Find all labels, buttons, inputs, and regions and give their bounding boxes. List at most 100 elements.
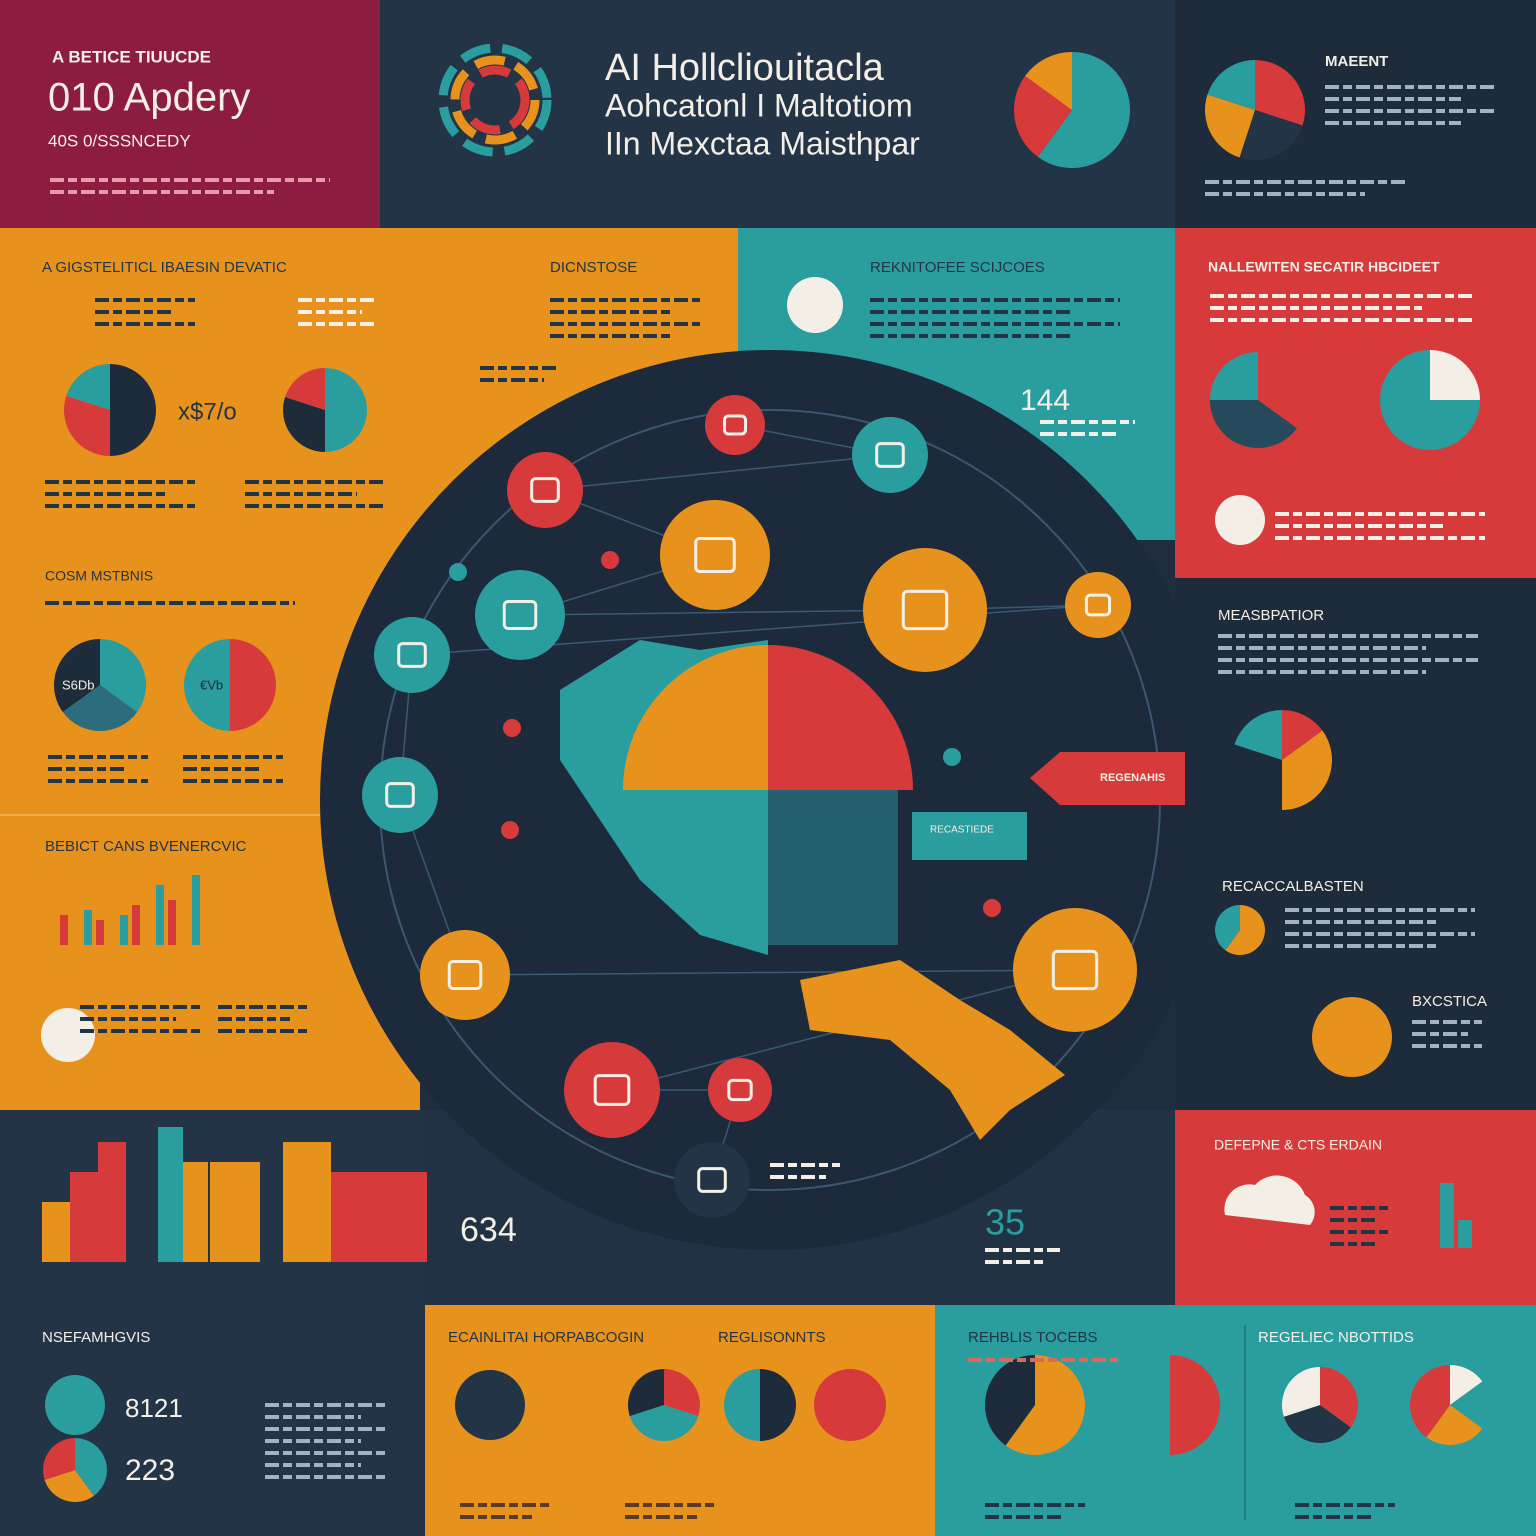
- label: €Vb: [200, 677, 223, 692]
- icon-glyph: [447, 960, 483, 990]
- label: COSM MSTBNIS: [45, 568, 153, 584]
- bar: [96, 920, 104, 945]
- dot: [501, 821, 519, 839]
- label: DICNSTOSE: [550, 259, 637, 276]
- icon-circle: [41, 1008, 95, 1062]
- link: [464, 969, 1076, 976]
- pie-slice: [285, 368, 325, 410]
- label: 223: [125, 1454, 175, 1487]
- pie-slice: [1258, 352, 1306, 429]
- pie-slice: [1234, 710, 1282, 760]
- pie-slice: [325, 368, 367, 452]
- icon-glyph: [530, 477, 560, 503]
- pie-slice: [230, 639, 276, 731]
- label: 634: [460, 1211, 517, 1249]
- pie-slice: [1170, 1355, 1220, 1455]
- dot: [601, 551, 619, 569]
- label: x$7/o: [178, 398, 237, 425]
- icon-node: [852, 417, 928, 493]
- map-sector: [623, 645, 768, 790]
- icon-glyph: [697, 1167, 727, 1193]
- label: A BETICE TIUUCDE: [52, 47, 211, 66]
- pie-slice: [1430, 350, 1480, 400]
- icon-circle: [814, 1369, 886, 1441]
- pie-slice: [1282, 730, 1332, 810]
- callout: [1030, 752, 1185, 805]
- bar: [158, 1127, 183, 1262]
- cloud: [1224, 1175, 1315, 1225]
- pie-slice: [53, 639, 100, 713]
- callout-text: REGENAHIS: [1100, 772, 1165, 784]
- icon-node: [708, 1058, 772, 1122]
- pie-slice: [1005, 1355, 1085, 1455]
- label: 40S 0/SSSNCEDY: [48, 131, 191, 150]
- bar: [108, 900, 116, 945]
- icon-glyph: [901, 589, 949, 631]
- label: 144: [1020, 384, 1070, 417]
- pie-slice: [664, 1369, 701, 1417]
- map-shape: [800, 960, 1065, 1140]
- pie-slice: [100, 639, 147, 713]
- icon-glyph: [385, 782, 415, 808]
- pie-slice: [66, 364, 110, 410]
- map-sector: [768, 645, 913, 790]
- icon-glyph: [875, 442, 905, 468]
- pie-slice: [62, 685, 138, 732]
- icon-node: [475, 570, 565, 660]
- icon-node: [660, 500, 770, 610]
- pie-slice: [627, 1369, 664, 1417]
- bar: [72, 925, 80, 945]
- label: 8121: [125, 1393, 183, 1423]
- bar: [210, 1162, 260, 1262]
- pie-slice: [1025, 52, 1072, 110]
- pie-slice: [43, 1438, 75, 1480]
- icon-circle: [455, 1370, 525, 1440]
- pie-slice: [1232, 744, 1282, 810]
- bar: [1458, 1220, 1472, 1248]
- pie-slice: [283, 397, 325, 452]
- bar: [180, 890, 188, 945]
- pie-slice: [1215, 905, 1240, 951]
- callout: [912, 812, 1027, 860]
- label: REGELIEC NBOTTIDS: [1258, 1329, 1414, 1346]
- icon-glyph: [694, 537, 736, 573]
- icon-node: [1065, 572, 1131, 638]
- pie-slice: [724, 1369, 760, 1441]
- bar: [144, 895, 152, 945]
- pie-slice: [1225, 905, 1266, 956]
- pie-slice: [1410, 1365, 1450, 1438]
- dot: [503, 719, 521, 737]
- pie-slice: [1450, 1365, 1483, 1405]
- bar: [192, 875, 200, 945]
- icon-circle: [1215, 495, 1265, 545]
- label: NALLEWITEN SECATIR HBCIDEET: [1208, 259, 1440, 275]
- pie-slice: [1255, 60, 1305, 126]
- icon-circle: [787, 277, 843, 333]
- pie-slice: [1207, 60, 1255, 110]
- pie-slice: [1205, 94, 1255, 158]
- icon-circle: [45, 1375, 105, 1435]
- label: 35: [985, 1202, 1025, 1243]
- pie-slice: [110, 364, 156, 456]
- pie-slice: [1450, 1381, 1490, 1429]
- icon-node: [1013, 908, 1137, 1032]
- icon-node: [362, 757, 438, 833]
- icon-node: [674, 1142, 750, 1218]
- pie-slice: [1037, 52, 1130, 168]
- logo-ring: [460, 65, 530, 135]
- pie-slice: [1320, 1367, 1358, 1428]
- link: [519, 609, 926, 616]
- pie-slice: [1380, 350, 1480, 450]
- pie-slice: [1282, 710, 1323, 760]
- pie-slice: [1239, 110, 1303, 160]
- pie-slice: [984, 1355, 1035, 1446]
- icon-glyph: [397, 642, 427, 668]
- pie-slice: [1282, 1367, 1320, 1417]
- label: Aohcatonl I Maltotiom: [605, 87, 913, 123]
- icon-node: [564, 1042, 660, 1138]
- pie-slice: [44, 1470, 94, 1502]
- bar: [283, 1142, 331, 1262]
- icon-node: [507, 452, 583, 528]
- bar: [183, 1162, 208, 1262]
- bar: [98, 1142, 126, 1262]
